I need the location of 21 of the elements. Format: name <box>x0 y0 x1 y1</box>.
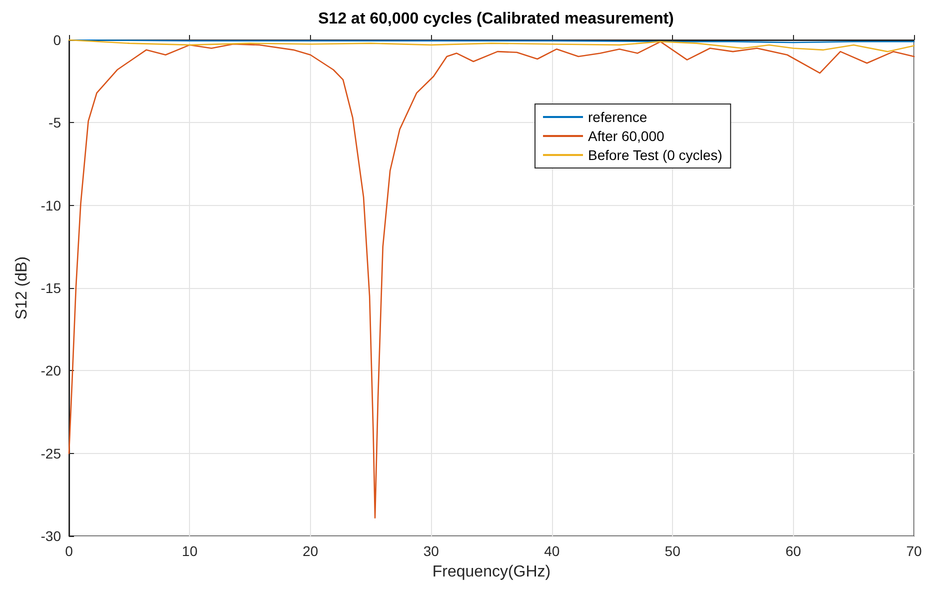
y-tick-label: -10 <box>40 197 62 214</box>
y-tick-label: -5 <box>48 114 62 131</box>
y-tick-label: -20 <box>40 362 62 379</box>
y-axis-title: S12 (dB) <box>13 256 30 320</box>
x-tick-label: 40 <box>544 543 560 559</box>
x-tick-label: 50 <box>664 543 681 559</box>
chart-title: S12 at 60,000 cycles (Calibrated measurement) <box>318 10 674 28</box>
x-tick-label: 60 <box>785 543 802 559</box>
x-axis-title: Frequency(GHz) <box>432 564 551 580</box>
y-tick-label: -25 <box>40 445 62 462</box>
x-tick-label: 0 <box>65 543 74 559</box>
y-tick-label: -30 <box>40 528 62 544</box>
legend-label: After 60,000 <box>588 128 664 144</box>
x-tick-label: 10 <box>182 543 198 559</box>
x-tick-label: 30 <box>423 543 440 559</box>
legend-label: Before Test (0 cycles) <box>588 147 722 163</box>
y-tick-label: 0 <box>53 32 62 48</box>
legend-label: reference <box>588 109 648 125</box>
y-tick-label: -15 <box>40 280 62 296</box>
x-tick-label: 70 <box>906 543 922 559</box>
x-tick-label: 20 <box>302 543 318 559</box>
